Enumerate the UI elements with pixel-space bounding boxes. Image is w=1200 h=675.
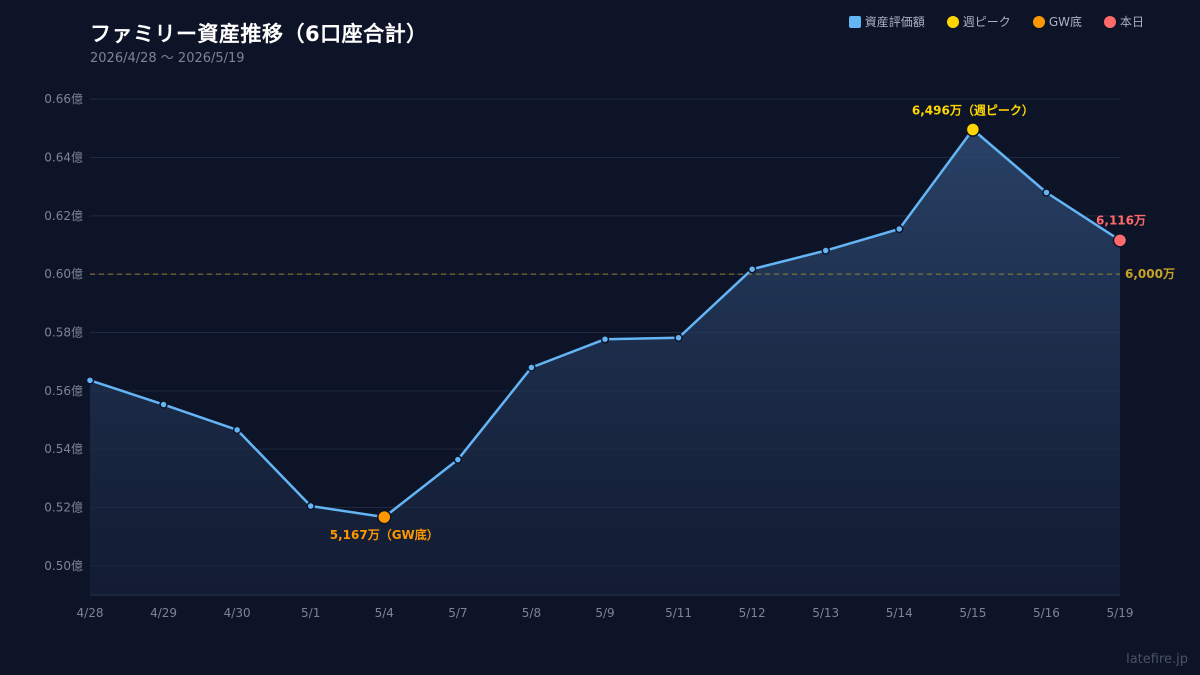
data-point	[85, 376, 95, 385]
y-tick-label: 0.58億	[44, 326, 83, 340]
legend-item-bottom[interactable]: GW底	[1032, 13, 1082, 30]
data-point	[674, 333, 683, 342]
chart-title: ファミリー資産推移（6口座合計）	[90, 22, 428, 46]
y-tick-label: 0.64億	[44, 151, 83, 165]
legend-swatch-peak	[946, 15, 959, 28]
data-point	[306, 501, 315, 511]
data-point	[527, 363, 536, 372]
data-point	[600, 334, 610, 344]
legend-item-asset[interactable]: 資産評価額	[848, 13, 925, 30]
legend-swatch-today	[1103, 15, 1116, 28]
legend-item-peak[interactable]: 週ピーク	[946, 13, 1011, 30]
y-tick-label: 0.66億	[44, 92, 83, 106]
x-tick-label: 5/19	[1107, 606, 1134, 620]
watermark: latefire.jp	[1126, 652, 1188, 667]
data-point	[895, 224, 904, 234]
x-tick-label: 4/30	[224, 606, 251, 620]
reference-line-label: 6,000万	[1125, 267, 1175, 281]
x-tick-label: 4/29	[150, 606, 177, 620]
x-tick-label: 5/13	[812, 606, 839, 620]
x-tick-label: 5/14	[886, 606, 913, 620]
x-tick-label: 5/1	[301, 606, 320, 620]
legend-item-today[interactable]: 本日	[1103, 13, 1144, 30]
data-point	[453, 455, 463, 464]
x-tick-label: 5/15	[959, 606, 986, 620]
legend-label-bottom: GW底	[1048, 15, 1082, 29]
legend-label-today: 本日	[1119, 15, 1144, 29]
legend-swatch-asset	[848, 15, 861, 28]
y-tick-label: 0.50億	[44, 559, 83, 573]
annotation-label: 5,167万（GW底）	[330, 527, 439, 542]
data-point	[232, 425, 242, 435]
annotation-label: 6,496万（週ピーク）	[912, 103, 1034, 118]
x-tick-label: 4/28	[77, 606, 104, 620]
y-tick-label: 0.52億	[44, 501, 83, 515]
x-tick-label: 5/11	[665, 606, 692, 620]
chart-legend: 資産評価額 週ピーク GW底 本日	[848, 13, 1144, 30]
data-point	[159, 400, 168, 409]
data-point	[821, 246, 830, 255]
data-point	[747, 264, 757, 274]
data-point	[1042, 188, 1051, 197]
x-tick-label: 5/8	[522, 606, 541, 620]
x-tick-label: 5/9	[595, 606, 614, 620]
x-tick-label: 5/12	[739, 606, 766, 620]
annotated-point	[377, 509, 392, 525]
y-tick-label: 0.56億	[44, 384, 83, 398]
annotation-label: 6,116万	[1096, 213, 1146, 227]
x-tick-label: 5/16	[1033, 606, 1060, 620]
y-tick-label: 0.60億	[44, 267, 83, 281]
annotated-point	[1112, 233, 1128, 248]
legend-label-asset: 資産評価額	[864, 15, 925, 29]
area-fill	[90, 129, 1120, 595]
annotated-point	[965, 122, 981, 137]
x-tick-label: 5/7	[448, 606, 467, 620]
x-tick-label: 5/4	[375, 606, 394, 620]
legend-swatch-bottom	[1032, 15, 1045, 28]
legend-label-peak: 週ピーク	[962, 15, 1011, 29]
y-tick-label: 0.62億	[44, 209, 83, 223]
chart-subtitle: 2026/4/28 〜 2026/5/19	[90, 51, 245, 66]
y-tick-label: 0.54億	[44, 442, 83, 456]
